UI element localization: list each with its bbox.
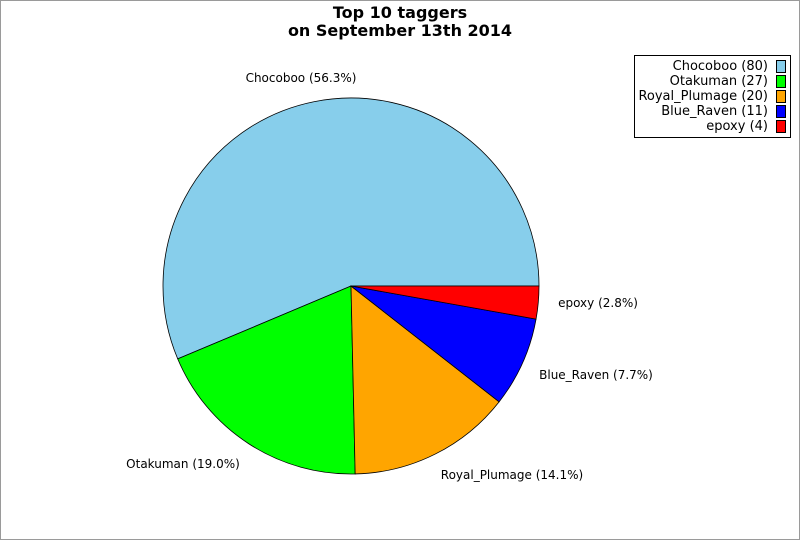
chart-title-line-1: Top 10 taggers [332, 3, 468, 22]
legend-label: Chocoboo (80) [672, 59, 768, 74]
legend-swatch [776, 105, 786, 118]
legend-item-royal-plumage: Royal_Plumage (20) [637, 89, 786, 104]
legend-item-chocoboo: Chocoboo (80) [637, 59, 786, 74]
chart-legend: Chocoboo (80) Otakuman (27) Royal_Plumage … [634, 55, 791, 138]
legend-item-blue-raven: Blue_Raven (11) [637, 104, 786, 119]
legend-label: Blue_Raven (11) [661, 104, 768, 119]
legend-item-epoxy: epoxy (4) [637, 119, 786, 134]
pie-slice-chocoboo [162, 97, 540, 360]
chart-title: Top 10 taggers on September 13th 2014 [1, 4, 799, 40]
legend-swatch [776, 60, 786, 73]
slice-label-blue-raven: Blue_Raven (7.7%) [539, 368, 653, 382]
legend-swatch [776, 75, 786, 88]
legend-label: Otakuman (27) [669, 74, 768, 89]
pie-slice-epoxy [350, 285, 540, 320]
legend-label: Royal_Plumage (20) [638, 89, 768, 104]
pie-slice-royal-plumage [350, 285, 500, 475]
pie-slice-blue-raven [350, 285, 537, 403]
slice-label-chocoboo: Chocoboo (56.3%) [246, 71, 357, 85]
slice-label-royal-plumage: Royal_Plumage (14.1%) [441, 468, 583, 482]
legend-swatch [776, 120, 786, 133]
legend-item-otakuman: Otakuman (27) [637, 74, 786, 89]
slice-label-otakuman: Otakuman (19.0%) [126, 457, 240, 471]
legend-swatch [776, 90, 786, 103]
chart-title-line-2: on September 13th 2014 [287, 21, 513, 40]
legend-label: epoxy (4) [706, 119, 768, 134]
pie-slice-otakuman [177, 285, 356, 475]
slice-label-epoxy: epoxy (2.8%) [558, 296, 638, 310]
